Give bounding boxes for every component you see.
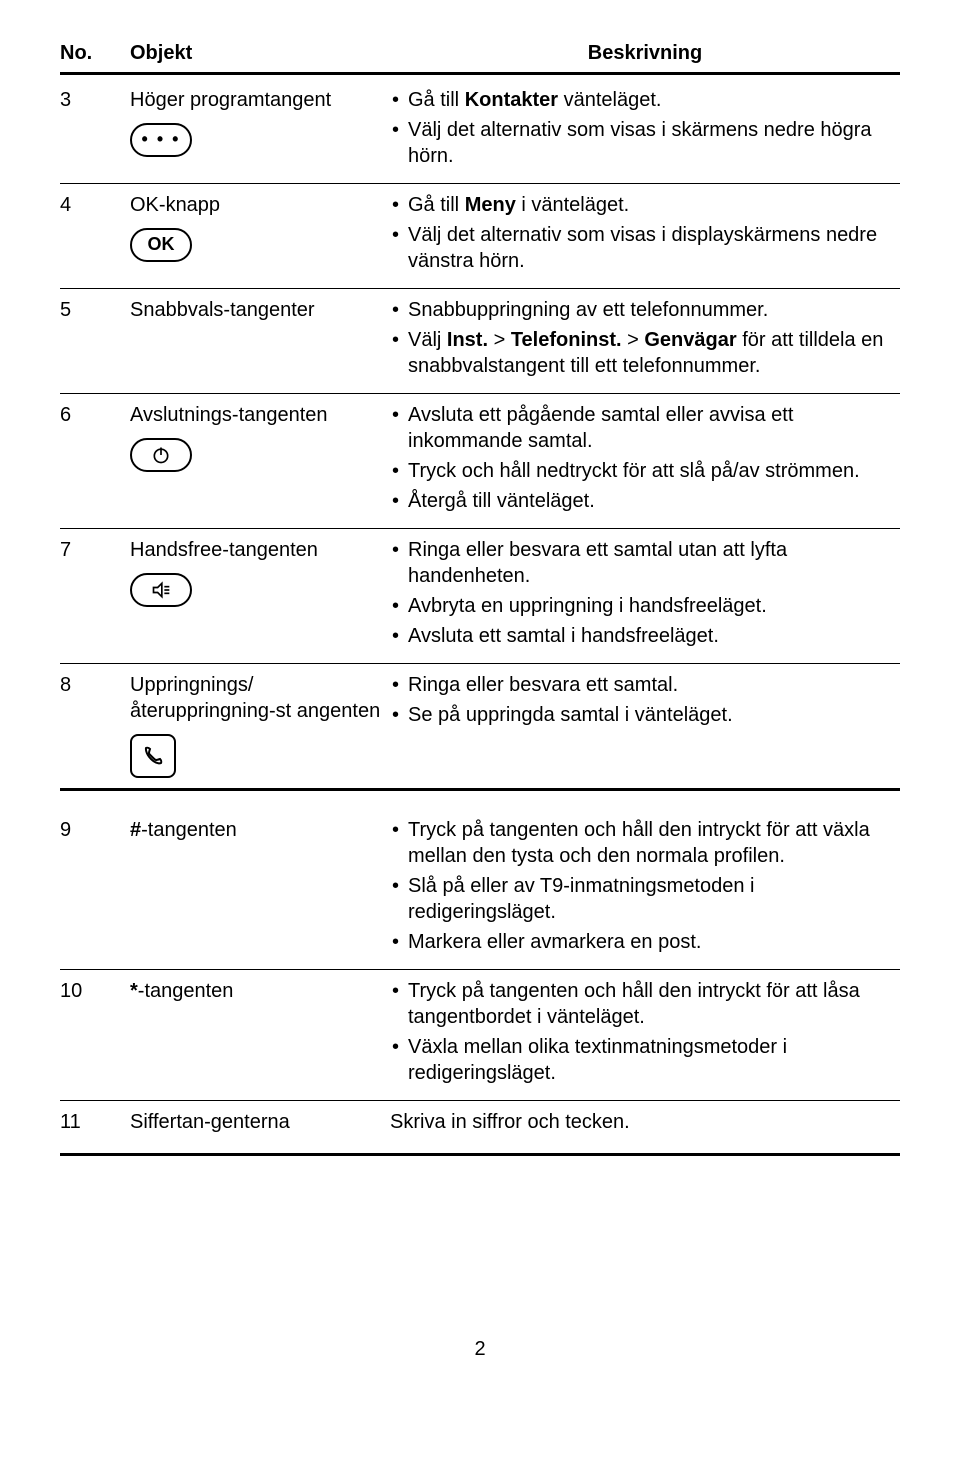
cell-objekt: Handsfree-tangenten [130, 537, 390, 653]
power-icon [130, 438, 192, 472]
cell-objekt: Siffertan-genterna [130, 1109, 390, 1143]
desc-item: Återgå till vänteläget. [390, 488, 900, 514]
desc-item: Snabbuppringning av ett telefonnummer. [390, 297, 900, 323]
cell-no: 10 [60, 978, 130, 1090]
desc-item: Tryck och håll nedtryckt för att slå på/… [390, 458, 900, 484]
dots-icon: • • • [130, 123, 192, 157]
cell-desc: Gå till Kontakter vänteläget. Välj det al… [390, 87, 900, 173]
table-row: 10*-tangentenTryck på tangenten och håll… [60, 970, 900, 1101]
desc-item: Växla mellan olika textinmatningsmetoder… [390, 1034, 900, 1086]
cell-no: 5 [60, 297, 130, 383]
cell-objekt: Uppringnings/återuppringning-st angenten [130, 672, 390, 778]
cell-desc: Tryck på tangenten och håll den intryckt… [390, 817, 900, 959]
cell-desc: Snabbuppringning av ett telefonnummer. Vä… [390, 297, 900, 383]
desc-item: Se på uppringda samtal i vänteläget. [390, 702, 900, 728]
table-row: 9#-tangentenTryck på tangenten och håll … [60, 809, 900, 970]
table-row: 5Snabbvals-tangenterSnabbuppringning av … [60, 289, 900, 394]
cell-objekt: Höger programtangent • • • [130, 87, 390, 173]
table-row: 6Avslutnings-tangentenAvsluta ett pågåen… [60, 394, 900, 529]
desc-item: Välj det alternativ som visas i displays… [390, 222, 900, 274]
cell-no: 3 [60, 87, 130, 173]
table-row: 11Siffertan-genternaSkriva in siffror oc… [60, 1101, 900, 1156]
speaker-icon [130, 573, 192, 607]
table-header: No. Objekt Beskrivning [60, 40, 900, 75]
desc-item: Slå på eller av T9-inmatningsmetoden i r… [390, 873, 900, 925]
cell-objekt: *-tangenten [130, 978, 390, 1090]
desc-item: Ringa eller besvara ett samtal utan att … [390, 537, 900, 589]
cell-no: 6 [60, 402, 130, 518]
cell-no: 11 [60, 1109, 130, 1143]
objekt-label: Höger programtangent [130, 87, 390, 113]
cell-objekt: Avslutnings-tangenten [130, 402, 390, 518]
cell-desc: Tryck på tangenten och håll den intryckt… [390, 978, 900, 1090]
header-beskrivning: Beskrivning [390, 40, 900, 66]
table-row: 4OK-knapp OK Gå till Meny i vänteläget. Väl… [60, 184, 900, 289]
desc-plain: Skriva in siffror och tecken. [390, 1109, 900, 1135]
cell-objekt: OK-knapp OK [130, 192, 390, 278]
cell-no: 4 [60, 192, 130, 278]
desc-item: Gå till Kontakter vänteläget. [390, 87, 900, 113]
desc-item: Gå till Meny i vänteläget. [390, 192, 900, 218]
desc-item: Avbryta en uppringning i handsfreeläget. [390, 593, 900, 619]
table-body-2: 9#-tangentenTryck på tangenten och håll … [60, 809, 900, 1156]
header-objekt: Objekt [130, 40, 390, 66]
table-row: 3Höger programtangent • • • Gå till Kontak… [60, 79, 900, 184]
desc-item: Avsluta ett samtal i handsfreeläget. [390, 623, 900, 649]
desc-item: Markera eller avmarkera en post. [390, 929, 900, 955]
ok-icon: OK [130, 228, 192, 262]
objekt-label: Avslutnings-tangenten [130, 402, 390, 428]
desc-item: Tryck på tangenten och håll den intryckt… [390, 817, 900, 869]
objekt-label: Siffertan-genterna [130, 1109, 390, 1135]
objekt-label: *-tangenten [130, 978, 390, 1004]
cell-objekt: Snabbvals-tangenter [130, 297, 390, 383]
objekt-label: #-tangenten [130, 817, 390, 843]
cell-no: 9 [60, 817, 130, 959]
objekt-label: Uppringnings/återuppringning-st angenten [130, 672, 390, 724]
cell-desc: Ringa eller besvara ett samtal. Se på upp… [390, 672, 900, 778]
table-row: 8Uppringnings/återuppringning-st angente… [60, 664, 900, 791]
cell-desc: Avsluta ett pågående samtal eller avvisa… [390, 402, 900, 518]
section-gap [60, 791, 900, 809]
cell-desc: Ringa eller besvara ett samtal utan att … [390, 537, 900, 653]
objekt-label: OK-knapp [130, 192, 390, 218]
cell-objekt: #-tangenten [130, 817, 390, 959]
desc-item: Ringa eller besvara ett samtal. [390, 672, 900, 698]
cell-desc: Gå till Meny i vänteläget. Välj det alter… [390, 192, 900, 278]
desc-item: Välj det alternativ som visas i skärmens… [390, 117, 900, 169]
objekt-label: Snabbvals-tangenter [130, 297, 390, 323]
desc-item: Avsluta ett pågående samtal eller avvisa… [390, 402, 900, 454]
desc-item: Välj Inst. > Telefoninst. > Genvägar för… [390, 327, 900, 379]
table-row: 7Handsfree-tangentenRinga eller besvara … [60, 529, 900, 664]
cell-desc: Skriva in siffror och tecken. [390, 1109, 900, 1143]
header-no: No. [60, 40, 130, 66]
table-body-1: 3Höger programtangent • • • Gå till Kontak… [60, 79, 900, 791]
objekt-label: Handsfree-tangenten [130, 537, 390, 563]
page-number: 2 [60, 1336, 900, 1362]
call-icon [130, 734, 176, 778]
cell-no: 8 [60, 672, 130, 778]
desc-item: Tryck på tangenten och håll den intryckt… [390, 978, 900, 1030]
cell-no: 7 [60, 537, 130, 653]
